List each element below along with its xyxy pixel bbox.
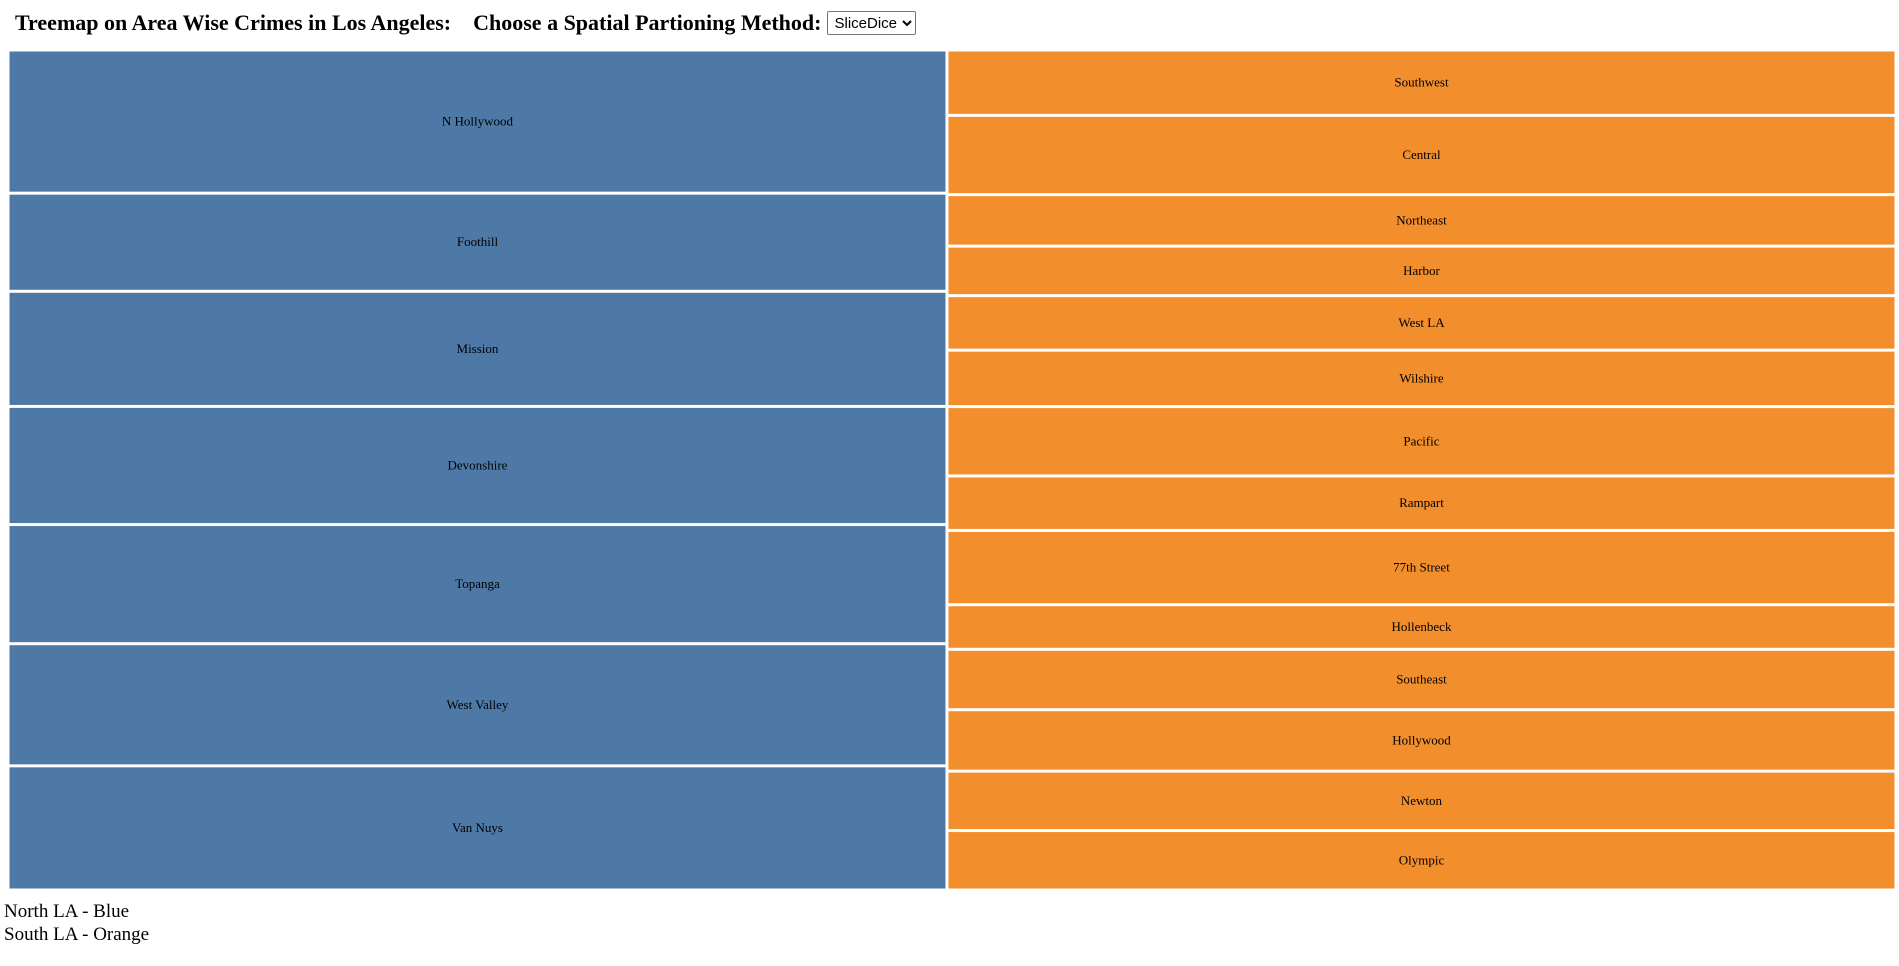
treemap-label-n-hollywood: N Hollywood bbox=[442, 114, 514, 129]
treemap-svg: N Hollywood Foothill Mission Devonshire Topa… bbox=[9, 51, 1895, 889]
treemap-label-hollywood: Hollywood bbox=[1392, 732, 1451, 747]
treemap-label-central: Central bbox=[1402, 147, 1441, 162]
method-select[interactable]: SliceDice bbox=[827, 11, 917, 35]
treemap-chart: N Hollywood Foothill Mission Devonshire Topa… bbox=[8, 50, 1896, 890]
treemap-label-rampart: Rampart bbox=[1399, 495, 1444, 510]
treemap-cell-mission[interactable] bbox=[9, 292, 946, 405]
treemap-cell-foothill[interactable] bbox=[9, 194, 946, 290]
group-south-la: Southwest Central Northeast Harbor West LA Wi… bbox=[948, 51, 1895, 889]
treemap-label-77th-street: 77th Street bbox=[1393, 560, 1450, 575]
treemap-cell-newton[interactable] bbox=[948, 772, 1895, 830]
method-label: Choose a Spatial Partioning Method: bbox=[473, 10, 822, 35]
treemap-label-foothill: Foothill bbox=[457, 234, 499, 249]
treemap-cell-west-la[interactable] bbox=[948, 297, 1895, 349]
treemap-cell-hollywood[interactable] bbox=[948, 711, 1895, 770]
treemap-cell-van-nuys[interactable] bbox=[9, 767, 946, 889]
page-title: Treemap on Area Wise Crimes in Los Angel… bbox=[15, 10, 452, 35]
legend: North LA - Blue South LA - Orange bbox=[4, 900, 149, 946]
treemap-label-southeast: Southeast bbox=[1396, 672, 1447, 687]
treemap-cell-west-valley[interactable] bbox=[9, 645, 946, 765]
treemap-label-west-valley: West Valley bbox=[447, 697, 509, 712]
treemap-label-newton: Newton bbox=[1401, 793, 1443, 808]
treemap-label-west-la: West LA bbox=[1398, 315, 1445, 330]
treemap-label-northeast: Northeast bbox=[1396, 212, 1447, 227]
treemap-label-southwest: Southwest bbox=[1394, 75, 1449, 90]
treemap-label-van-nuys: Van Nuys bbox=[452, 820, 503, 835]
treemap-cell-harbor[interactable] bbox=[948, 247, 1895, 295]
treemap-cell-topanga[interactable] bbox=[9, 526, 946, 643]
treemap-cell-rampart[interactable] bbox=[948, 477, 1895, 529]
treemap-cell-southwest[interactable] bbox=[948, 51, 1895, 114]
treemap-cell-devonshire[interactable] bbox=[9, 407, 946, 524]
treemap-label-harbor: Harbor bbox=[1403, 263, 1440, 278]
treemap-cell-pacific[interactable] bbox=[948, 408, 1895, 475]
treemap-cell-wilshire[interactable] bbox=[948, 351, 1895, 406]
treemap-label-pacific: Pacific bbox=[1403, 433, 1439, 448]
treemap-label-devonshire: Devonshire bbox=[448, 457, 508, 472]
header: Treemap on Area Wise Crimes in Los Angel… bbox=[15, 8, 917, 38]
treemap-cell-central[interactable] bbox=[948, 116, 1895, 194]
treemap-cell-77th-street[interactable] bbox=[948, 531, 1895, 604]
treemap-label-topanga: Topanga bbox=[455, 576, 500, 591]
treemap-label-olympic: Olympic bbox=[1399, 852, 1445, 867]
treemap-label-wilshire: Wilshire bbox=[1399, 370, 1443, 385]
treemap-cell-hollenbeck[interactable] bbox=[948, 606, 1895, 648]
legend-north: North LA - Blue bbox=[4, 901, 130, 922]
treemap-cell-n-hollywood[interactable] bbox=[9, 51, 946, 192]
treemap-label-hollenbeck: Hollenbeck bbox=[1392, 619, 1452, 634]
treemap-cell-olympic[interactable] bbox=[948, 832, 1895, 889]
group-north-la: N Hollywood Foothill Mission Devonshire Topa… bbox=[9, 51, 946, 889]
treemap-label-mission: Mission bbox=[457, 341, 499, 356]
treemap-cell-northeast[interactable] bbox=[948, 196, 1895, 245]
legend-south: South LA - Orange bbox=[4, 924, 150, 945]
treemap-cell-southeast[interactable] bbox=[948, 650, 1895, 709]
